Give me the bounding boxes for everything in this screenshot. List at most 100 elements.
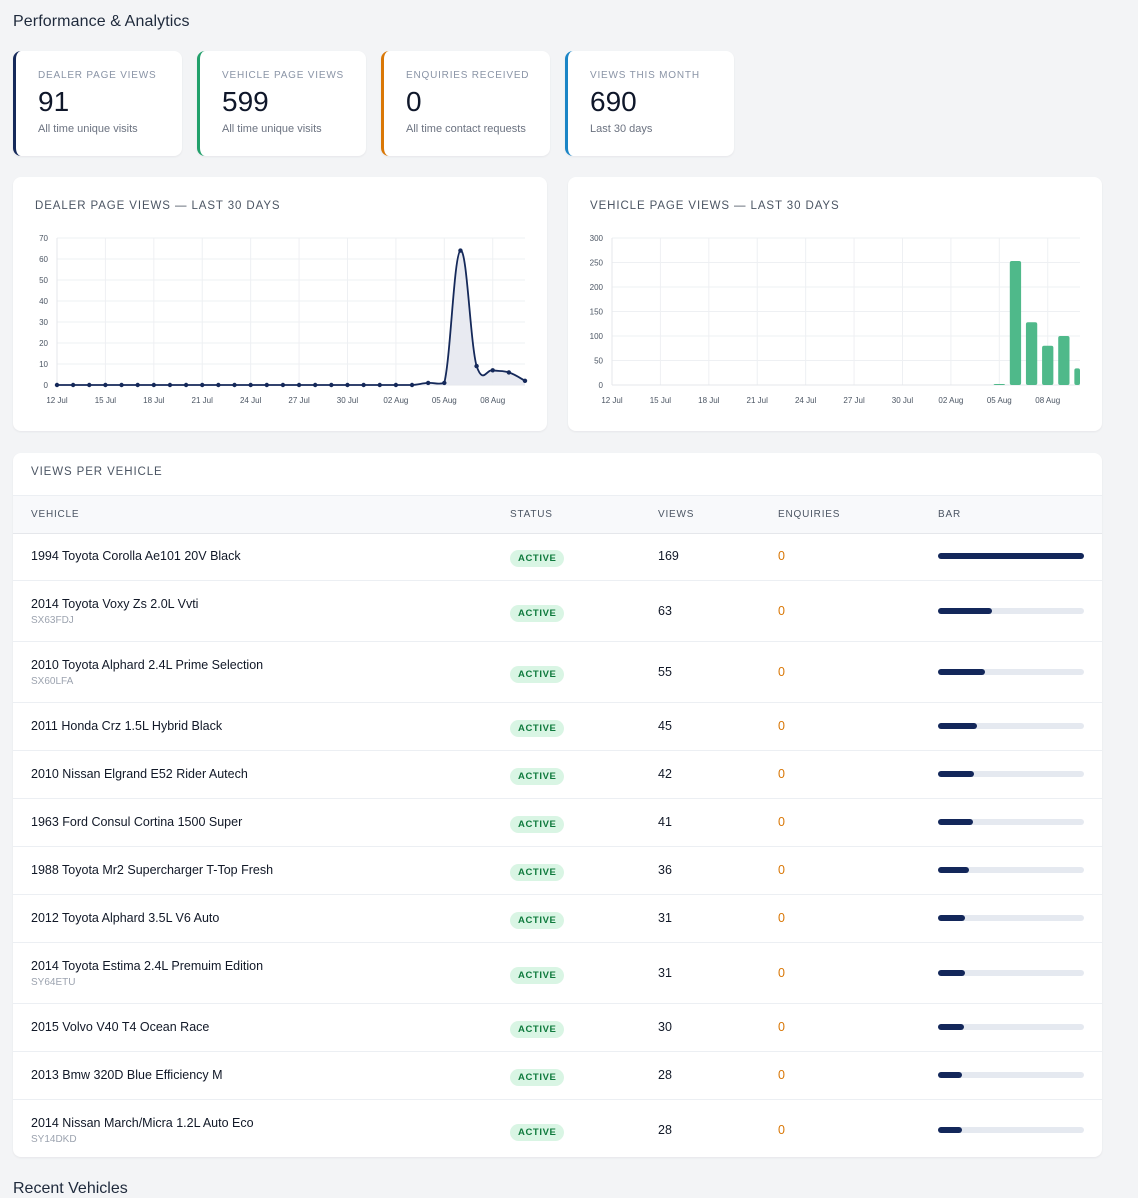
vehicle-name[interactable]: 2011 Honda Crz 1.5L Hybrid Black [31,719,223,733]
data-point [425,380,431,386]
vehicle-name[interactable]: 1994 Toyota Corolla Ae101 20V Black [31,549,241,563]
views-count: 169 [658,549,679,563]
x-tick-label: 12 Jul [601,396,623,405]
recent-vehicles-heading: Recent Vehicles [13,1180,128,1197]
table-row[interactable]: 2015 Volvo V40 T4 Ocean Race ACTIVE 30 0 [13,1004,1102,1052]
column-header-views[interactable]: VIEWS [658,509,695,520]
data-point [377,382,382,388]
vehicle-name[interactable]: 2012 Toyota Alphard 3.5L V6 Auto [31,911,220,925]
data-point [248,382,253,388]
data-point [183,382,189,388]
enquiries-count: 0 [778,815,785,829]
column-header-vehicle[interactable]: VEHICLE [31,509,80,520]
enquiries-count: 0 [778,719,785,733]
status-badge: ACTIVE [510,1123,565,1141]
table-row[interactable]: 2014 Toyota Estima 2.4L Premuim Edition S… [13,943,1102,1004]
column-header-enquiries[interactable]: ENQUIRIES [778,509,841,520]
y-tick-label: 30 [39,318,48,327]
status-badge: ACTIVE [510,604,565,622]
x-tick-label: 27 Jul [843,396,865,405]
status-badge: ACTIVE [510,912,565,929]
table-row[interactable]: 2014 Toyota Voxy Zs 2.0L Vvti SX63FDJ ACTI… [13,581,1102,642]
vehicle-name[interactable]: 2010 Toyota Alphard 2.4L Prime Selection [31,657,264,672]
views-count: 42 [658,767,672,781]
x-tick-label: 24 Jul [795,396,817,405]
bar [1009,261,1022,385]
x-tick-label: 05 Aug [987,396,1012,405]
data-point [87,382,92,388]
x-tick-label: 24 Jul [240,396,262,405]
y-tick-label: 300 [590,234,604,243]
x-tick-label: 18 Jul [698,396,720,405]
x-tick-label: 02 Aug [938,396,963,405]
views-count: 28 [658,1068,672,1082]
table-row[interactable]: 2012 Toyota Alphard 3.5L V6 Auto ACTIVE 31… [13,895,1102,943]
stat-value: 0 [406,86,422,117]
status-badge: ACTIVE [510,720,565,737]
enquiries-count: 0 [778,1068,785,1082]
views-bar-fill [938,1072,963,1078]
data-point [119,382,124,388]
vehicle-name[interactable]: 2015 Volvo V40 T4 Ocean Race [31,1020,210,1034]
data-point [345,382,350,388]
chart-title: VEHICLE PAGE VIEWS — LAST 30 DAYS [590,200,840,212]
x-tick-label: 02 Aug [383,396,408,405]
views-bar-track [938,1126,1084,1133]
views-count: 63 [658,603,672,618]
table-row[interactable]: 2014 Nissan March/Micra 1.2L Auto Eco SY1… [13,1100,1102,1157]
vehicle-registration: SY14DKD [31,1133,77,1145]
vehicle-name[interactable]: 1963 Ford Consul Cortina 1500 Super [31,815,243,829]
vehicle-registration: SY64ETU [31,976,76,988]
vehicle-name[interactable]: 1988 Toyota Mr2 Supercharger T-Top Fresh [31,863,274,877]
x-tick-label: 12 Jul [46,396,68,405]
data-point [200,382,205,388]
vehicle-name[interactable]: 2014 Toyota Estima 2.4L Premuim Edition [31,958,264,973]
status-badge: ACTIVE [510,816,565,833]
stat-value: 599 [222,86,269,117]
vehicle-name[interactable]: 2014 Toyota Voxy Zs 2.0L Vvti [31,596,199,611]
x-tick-label: 15 Jul [650,396,672,405]
table-row[interactable]: 2011 Honda Crz 1.5L Hybrid Black ACTIVE 45… [13,703,1102,751]
stat-value: 91 [38,86,70,117]
views-bar-fill [938,867,970,873]
stat-subtitle: Last 30 days [590,123,653,135]
views-bar-track [938,969,1084,976]
status-badge: ACTIVE [510,768,565,785]
vehicle-views-bar-chart: 0 50 100 150 200 250 300 12 Jul 15 Jul 18 Jul 21 J… [590,234,1080,405]
stat-label: VIEWS THIS MONTH [590,70,700,81]
vehicle-name[interactable]: 2014 Nissan March/Micra 1.2L Auto Eco [31,1115,254,1130]
table-row[interactable]: 2010 Toyota Alphard 2.4L Prime Selection… [13,642,1102,703]
y-tick-label: 50 [39,276,48,285]
chart-title: DEALER PAGE VIEWS — LAST 30 DAYS [35,200,281,212]
table-row[interactable]: 1994 Toyota Corolla Ae101 20V Black ACTIV… [13,533,1102,581]
views-bar-track [938,607,1084,614]
table-row[interactable]: 1963 Ford Consul Cortina 1500 Super ACTIV… [13,799,1102,847]
y-tick-label: 150 [590,308,604,317]
views-per-vehicle-table: VIEWS PER VEHICLE VEHICLE STATUS VIEWS E… [13,453,1102,1157]
dealer-views-chart-card: DEALER PAGE VIEWS — LAST 30 DAYS 0 10 20 30… [13,177,547,431]
data-point [296,382,302,388]
series-area-fill [57,250,525,385]
vehicle-name[interactable]: 2013 Bmw 320D Blue Efficiency M [31,1068,223,1082]
x-tick-label: 30 Jul [337,396,359,405]
enquiries-count: 0 [778,664,785,679]
views-bar-track [938,819,1084,825]
vehicle-name[interactable]: 2010 Nissan Elgrand E52 Rider Autech [31,767,248,781]
table-row[interactable]: 2010 Nissan Elgrand E52 Rider Autech ACTI… [13,751,1102,799]
status-badge: ACTIVE [510,1021,565,1038]
x-tick-label: 05 Aug [432,396,457,405]
views-bar-fill [938,668,986,675]
table-row[interactable]: 2013 Bmw 320D Blue Efficiency M ACTIVE 28 0 [13,1052,1102,1100]
y-tick-label: 70 [39,234,48,243]
table-row[interactable]: 1988 Toyota Mr2 Supercharger T-Top Fresh… [13,847,1102,895]
data-point [54,382,60,388]
column-header-status[interactable]: STATUS [510,509,553,520]
status-badge: ACTIVE [510,1069,565,1086]
data-point [361,382,366,388]
status-badge: ACTIVE [510,864,565,881]
enquiries-count: 0 [778,965,785,980]
vehicle-registration: SX63FDJ [31,614,74,626]
y-tick-label: 10 [39,360,48,369]
dealer-views-line-chart: 0 10 20 30 40 50 60 70 12 Jul 15 Jul 18 Jul 21 Jul 2… [39,234,528,405]
stat-card-vehicle-page-views: VEHICLE PAGE VIEWS 599 All time unique v… [197,51,366,156]
